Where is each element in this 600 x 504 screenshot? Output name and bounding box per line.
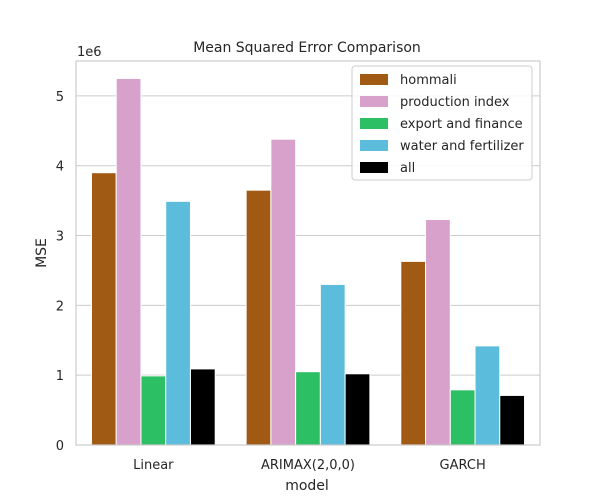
chart-title: Mean Squared Error Comparison	[193, 40, 421, 56]
x-tick-label: Linear	[133, 458, 174, 473]
plot-border	[75, 60, 541, 446]
bar-production-index-0	[115, 77, 142, 446]
bar-all-0	[189, 368, 216, 446]
bars	[90, 77, 526, 446]
bar-export-and-finance-0	[140, 375, 167, 446]
x-tick-label: GARCH	[440, 458, 486, 473]
y-tick-label: 3	[56, 230, 64, 245]
y-axis-label: MSE	[34, 238, 50, 268]
bar-hommali-2	[400, 260, 427, 446]
legend-label: all	[400, 161, 415, 176]
y-axis-scale-label: 1e6	[77, 45, 102, 60]
legend-label: hommali	[400, 73, 457, 88]
x-axis-label: model	[285, 478, 329, 494]
bar-all-1	[344, 373, 371, 446]
bar-all-2	[499, 394, 526, 446]
bar-water-and-fertilizer-2	[474, 345, 501, 446]
bar-export-and-finance-1	[295, 371, 321, 446]
y-tick-label: 5	[56, 90, 64, 105]
bar-hommali-0	[90, 172, 117, 446]
plot-frame	[75, 60, 541, 446]
legend-swatch-export-and-finance	[360, 118, 388, 129]
bar-production-index-1	[270, 138, 297, 446]
legend-swatch-all	[360, 162, 388, 173]
legend: hommali production index export and financ…	[351, 65, 533, 181]
y-tick-label: 0	[56, 439, 64, 454]
y-tick-labels: 0 1 2 3 4 5	[56, 90, 64, 454]
bar-water-and-fertilizer-0	[165, 200, 191, 446]
bar-water-and-fertilizer-1	[319, 283, 346, 446]
y-tick-label: 2	[56, 299, 64, 314]
legend-label: export and finance	[400, 117, 523, 132]
bar-production-index-2	[425, 218, 451, 446]
legend-label: water and fertilizer	[400, 139, 524, 154]
legend-swatch-water-and-fertilizer	[360, 140, 388, 151]
legend-box	[351, 65, 533, 181]
bar-hommali-1	[245, 189, 272, 446]
bar-export-and-finance-2	[449, 389, 476, 446]
y-tick-label: 4	[56, 160, 64, 175]
x-tick-label: ARIMAX(2,0,0)	[261, 458, 355, 473]
legend-swatch-production-index	[360, 96, 388, 107]
y-tick-label: 1	[56, 369, 64, 384]
legend-label: production index	[400, 95, 510, 110]
x-tick-labels: Linear ARIMAX(2,0,0) GARCH	[133, 458, 486, 473]
legend-swatch-hommali	[360, 74, 388, 85]
